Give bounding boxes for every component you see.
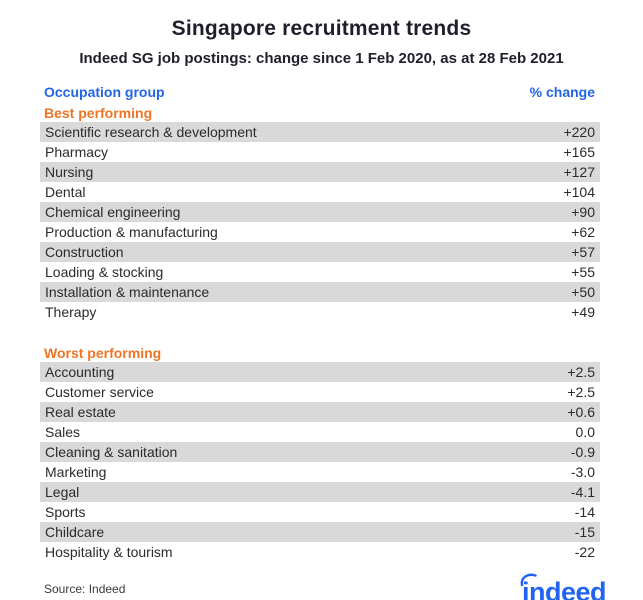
- change-value: +220: [563, 124, 595, 140]
- best-performing-rows: Scientific research & development +220 Pha…: [40, 122, 600, 322]
- occupation-label: Dental: [45, 184, 86, 200]
- occupation-label: Pharmacy: [45, 144, 109, 160]
- change-value: -4.1: [570, 484, 595, 500]
- change-value: +165: [563, 144, 595, 160]
- page-title: Singapore recruitment trends: [171, 17, 472, 40]
- table-row: Dental +104: [40, 182, 600, 202]
- table-row: Hospitality & tourism -22: [40, 542, 600, 562]
- table-row: Production & manufacturing +62: [40, 222, 600, 242]
- occupation-label: Therapy: [45, 304, 97, 320]
- indeed-logo: indeed: [515, 570, 607, 600]
- occupation-label: Construction: [45, 244, 124, 260]
- change-value: +0.6: [567, 404, 595, 420]
- indeed-logo-text: indeed: [522, 577, 606, 600]
- change-value: 0.0: [575, 424, 595, 440]
- change-value: +127: [563, 164, 595, 180]
- occupation-label: Hospitality & tourism: [45, 544, 173, 560]
- indeed-logo-graphic: indeed: [520, 573, 607, 600]
- change-value: +104: [563, 184, 595, 200]
- occupation-label: Legal: [45, 484, 80, 500]
- table-row: Chemical engineering +90: [40, 202, 600, 222]
- section-label-best-performing: Best performing: [44, 105, 153, 121]
- change-value: -15: [574, 524, 595, 540]
- table-row: Customer service +2.5: [40, 382, 600, 402]
- table-row: Therapy +49: [40, 302, 600, 322]
- column-header-occupation: Occupation group: [44, 84, 165, 100]
- change-value: +62: [571, 224, 595, 240]
- logo-arc-icon: [520, 573, 537, 587]
- change-value: +55: [571, 264, 595, 280]
- occupation-label: Real estate: [45, 404, 116, 420]
- table-row: Construction +57: [40, 242, 600, 262]
- table-row: Marketing -3.0: [40, 462, 600, 482]
- occupation-label: Childcare: [45, 524, 105, 540]
- occupation-label: Cleaning & sanitation: [45, 444, 178, 460]
- occupation-label: Loading & stocking: [45, 264, 164, 280]
- source-note: Source: Indeed: [44, 582, 126, 596]
- table-row: Installation & maintenance +50: [40, 282, 600, 302]
- occupation-label: Chemical engineering: [45, 204, 181, 220]
- worst-performing-rows: Accounting +2.5 Customer service +2.5 Real e…: [40, 362, 600, 562]
- table-row: Nursing +127: [40, 162, 600, 182]
- trends-table: Occupation group % change Best performin…: [40, 84, 600, 562]
- table-row: Legal -4.1: [40, 482, 600, 502]
- change-value: +90: [571, 204, 595, 220]
- table-row: Scientific research & development +220: [40, 122, 600, 142]
- table-row: Cleaning & sanitation -0.9: [40, 442, 600, 462]
- change-value: +2.5: [567, 384, 595, 400]
- change-value: -0.9: [570, 444, 595, 460]
- occupation-label: Accounting: [45, 364, 115, 380]
- occupation-label: Marketing: [45, 464, 107, 480]
- occupation-label: Nursing: [45, 164, 94, 180]
- footer: Source: Indeed indeed: [44, 570, 607, 600]
- change-value: +50: [571, 284, 595, 300]
- table-row: Loading & stocking +55: [40, 262, 600, 282]
- section-label-worst-performing: Worst performing: [44, 345, 162, 361]
- table-row: Real estate +0.6: [40, 402, 600, 422]
- table-row: Accounting +2.5: [40, 362, 600, 382]
- occupation-label: Customer service: [45, 384, 154, 400]
- change-value: +2.5: [567, 364, 595, 380]
- occupation-label: Scientific research & development: [45, 124, 257, 140]
- change-value: +57: [571, 244, 595, 260]
- occupation-label: Sales: [45, 424, 81, 440]
- change-value: -22: [574, 544, 595, 560]
- occupation-label: Installation & maintenance: [45, 284, 210, 300]
- column-header-change: % change: [529, 84, 595, 100]
- column-header-row: Occupation group % change: [40, 84, 600, 102]
- table-row: Sales 0.0: [40, 422, 600, 442]
- change-value: +49: [571, 304, 595, 320]
- change-value: -3.0: [570, 464, 595, 480]
- table-row: Pharmacy +165: [40, 142, 600, 162]
- table-row: Childcare -15: [40, 522, 600, 542]
- occupation-label: Production & manufacturing: [45, 224, 218, 240]
- table-row: Sports -14: [40, 502, 600, 522]
- page-subtitle: Indeed SG job postings: change since 1 F…: [79, 50, 564, 67]
- occupation-label: Sports: [45, 504, 86, 520]
- change-value: -14: [574, 504, 595, 520]
